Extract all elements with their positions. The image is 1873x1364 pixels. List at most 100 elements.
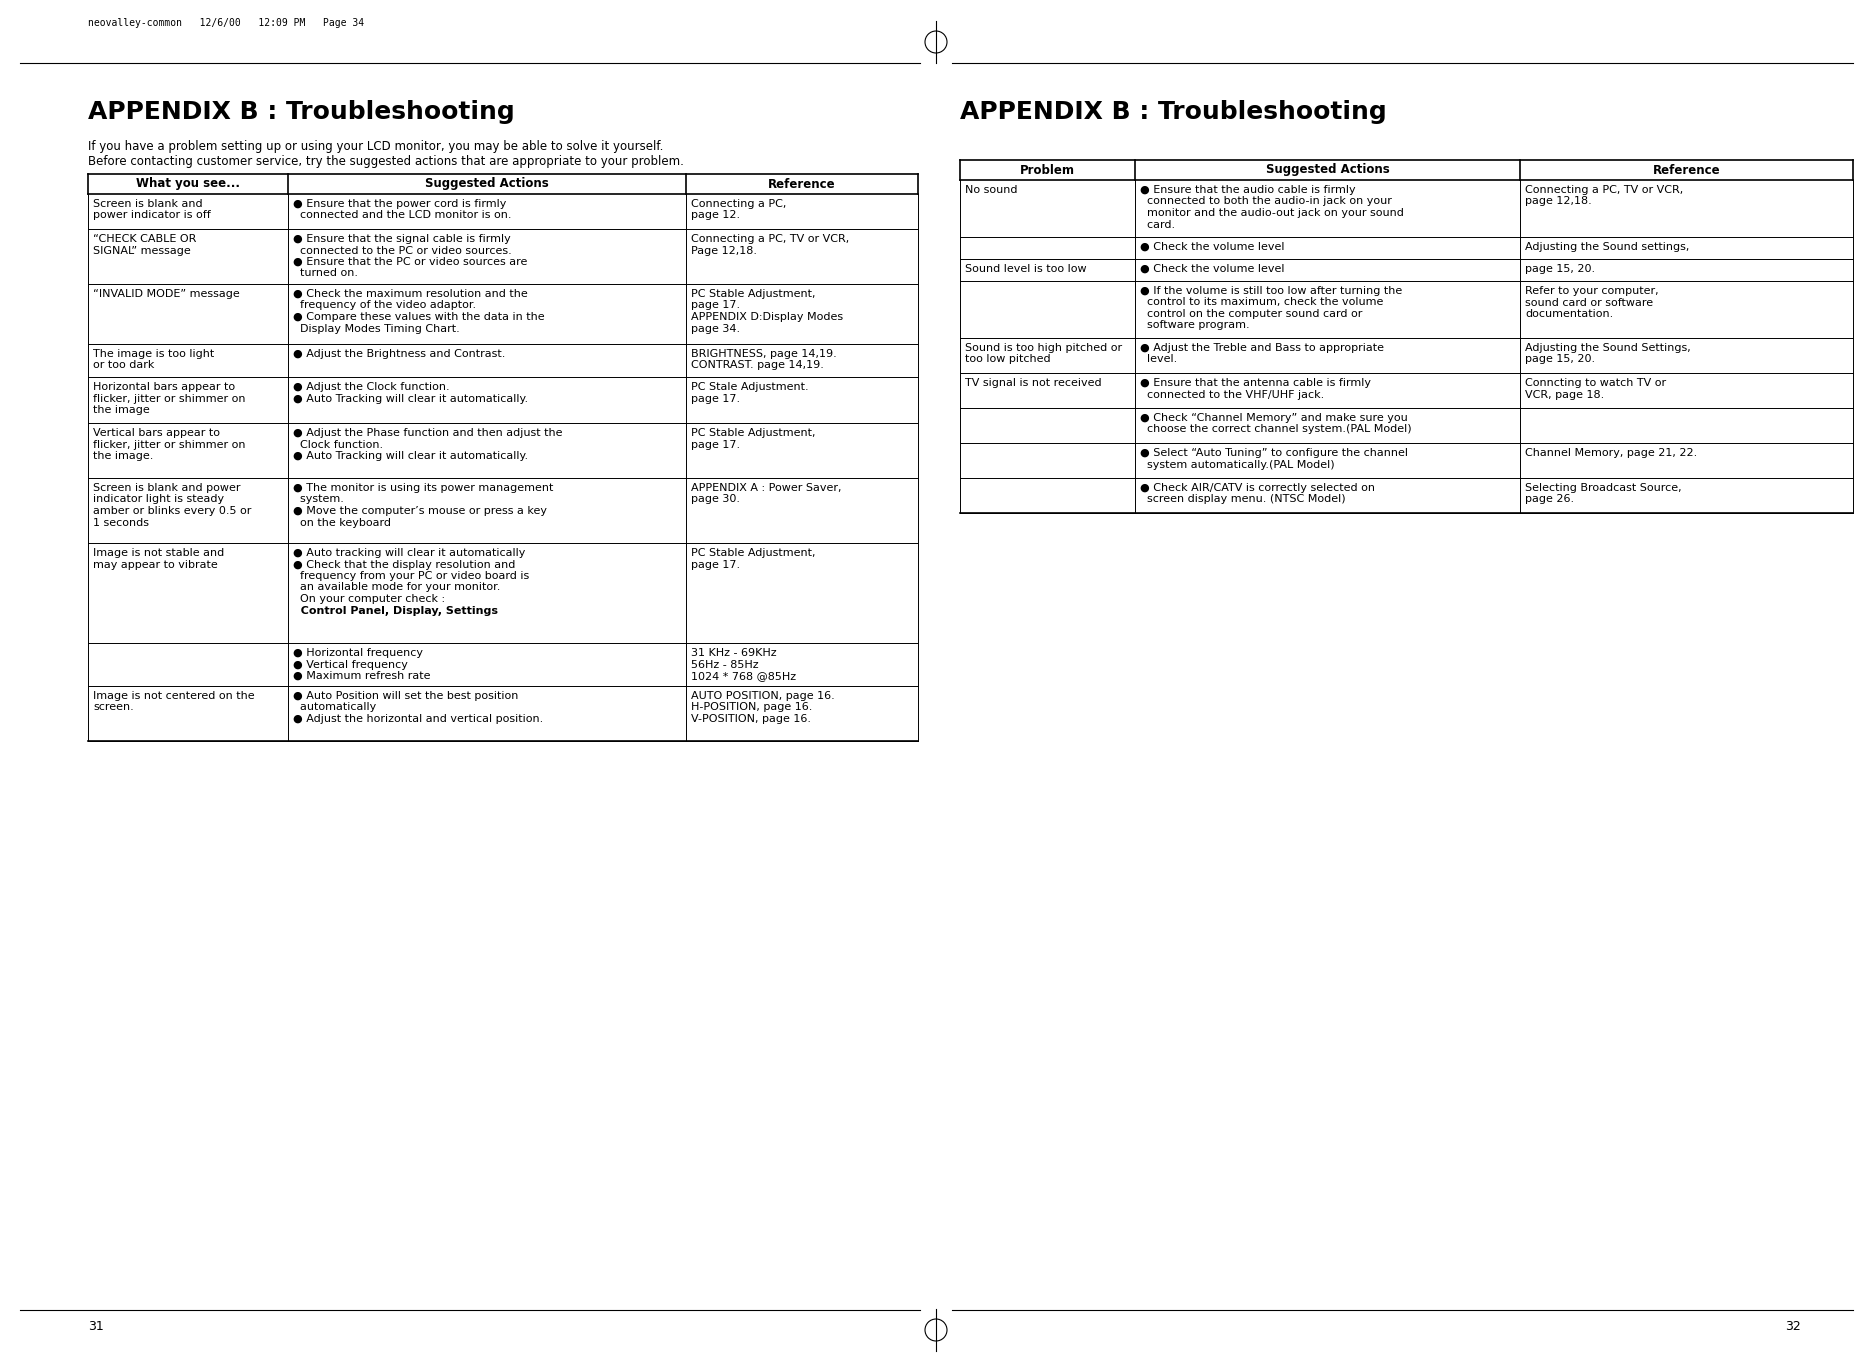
Text: documentation.: documentation. (1525, 310, 1613, 319)
Text: ● Ensure that the power cord is firmly: ● Ensure that the power cord is firmly (292, 199, 506, 209)
Text: connected and the LCD monitor is on.: connected and the LCD monitor is on. (292, 210, 511, 221)
Text: ● Select “Auto Tuning” to configure the channel: ● Select “Auto Tuning” to configure the … (1141, 447, 1408, 458)
Text: ● Check the maximum resolution and the: ● Check the maximum resolution and the (292, 289, 528, 299)
Text: flicker, jitter or shimmer on: flicker, jitter or shimmer on (94, 393, 245, 404)
Text: page 34.: page 34. (691, 323, 740, 334)
Text: ● Ensure that the PC or video sources are: ● Ensure that the PC or video sources ar… (292, 256, 528, 267)
Text: Adjusting the Sound Settings,: Adjusting the Sound Settings, (1525, 342, 1691, 353)
Text: system automatically.(PAL Model): system automatically.(PAL Model) (1141, 460, 1335, 469)
Text: page 12.: page 12. (691, 210, 740, 221)
Text: the image: the image (94, 405, 150, 415)
Text: What you see...: What you see... (137, 177, 240, 191)
Text: Selecting Broadcast Source,: Selecting Broadcast Source, (1525, 483, 1682, 492)
Text: system.: system. (292, 495, 345, 505)
Text: connected to both the audio-in jack on your: connected to both the audio-in jack on y… (1141, 196, 1392, 206)
Text: ● Horizontal frequency: ● Horizontal frequency (292, 648, 423, 657)
Text: APPENDIX A : Power Saver,: APPENDIX A : Power Saver, (691, 483, 841, 492)
Text: No sound: No sound (965, 186, 1017, 195)
Text: ● Ensure that the signal cable is firmly: ● Ensure that the signal cable is firmly (292, 235, 511, 244)
Text: software program.: software program. (1141, 321, 1249, 330)
Text: card.: card. (1141, 220, 1174, 229)
Text: VCR, page 18.: VCR, page 18. (1525, 390, 1605, 400)
Text: page 30.: page 30. (691, 495, 740, 505)
Text: neovalley-common   12/6/00   12:09 PM   Page 34: neovalley-common 12/6/00 12:09 PM Page 3… (88, 18, 363, 29)
Text: APPENDIX D:Display Modes: APPENDIX D:Display Modes (691, 312, 843, 322)
Text: page 26.: page 26. (1525, 495, 1573, 505)
Text: “INVALID MODE” message: “INVALID MODE” message (94, 289, 240, 299)
Text: ● Adjust the horizontal and vertical position.: ● Adjust the horizontal and vertical pos… (292, 713, 543, 724)
Text: Suggested Actions: Suggested Actions (425, 177, 549, 191)
Text: power indicator is off: power indicator is off (94, 210, 212, 221)
Text: ● Auto Position will set the best position: ● Auto Position will set the best positi… (292, 692, 519, 701)
Text: 31: 31 (88, 1320, 103, 1333)
Text: PC Stable Adjustment,: PC Stable Adjustment, (691, 428, 815, 438)
Text: screen display menu. (NTSC Model): screen display menu. (NTSC Model) (1141, 495, 1345, 505)
Text: BRIGHTNESS, page 14,19.: BRIGHTNESS, page 14,19. (691, 349, 837, 359)
Text: control on the computer sound card or: control on the computer sound card or (1141, 310, 1362, 319)
Text: monitor and the audio-out jack on your sound: monitor and the audio-out jack on your s… (1141, 207, 1405, 218)
Text: ● Maximum refresh rate: ● Maximum refresh rate (292, 671, 431, 681)
Text: ● Check AIR/CATV is correctly selected on: ● Check AIR/CATV is correctly selected o… (1141, 483, 1375, 492)
Text: amber or blinks every 0.5 or: amber or blinks every 0.5 or (94, 506, 251, 516)
Text: Connecting a PC, TV or VCR,: Connecting a PC, TV or VCR, (1525, 186, 1684, 195)
Text: automatically: automatically (292, 702, 376, 712)
Text: ● Auto Tracking will clear it automatically.: ● Auto Tracking will clear it automatica… (292, 393, 528, 404)
Text: control to its maximum, check the volume: control to its maximum, check the volume (1141, 297, 1384, 307)
Text: Vertical bars appear to: Vertical bars appear to (94, 428, 219, 438)
Text: PC Stale Adjustment.: PC Stale Adjustment. (691, 382, 809, 391)
Text: Reference: Reference (768, 177, 835, 191)
Text: on the keyboard: on the keyboard (292, 517, 391, 528)
Text: or too dark: or too dark (94, 360, 154, 371)
Text: page 17.: page 17. (691, 559, 740, 570)
Text: page 17.: page 17. (691, 393, 740, 404)
Text: Clock function.: Clock function. (292, 439, 384, 450)
Text: V-POSITION, page 16.: V-POSITION, page 16. (691, 713, 811, 724)
Text: Channel Memory, page 21, 22.: Channel Memory, page 21, 22. (1525, 447, 1697, 458)
Text: Problem: Problem (1021, 164, 1075, 176)
Text: page 15, 20.: page 15, 20. (1525, 265, 1596, 274)
Text: PC Stable Adjustment,: PC Stable Adjustment, (691, 289, 815, 299)
Text: Connecting a PC,: Connecting a PC, (691, 199, 787, 209)
Text: ● Vertical frequency: ● Vertical frequency (292, 660, 408, 670)
Text: AUTO POSITION, page 16.: AUTO POSITION, page 16. (691, 692, 835, 701)
Text: Horizontal bars appear to: Horizontal bars appear to (94, 382, 236, 391)
Text: Conncting to watch TV or: Conncting to watch TV or (1525, 378, 1667, 387)
Text: Connecting a PC, TV or VCR,: Connecting a PC, TV or VCR, (691, 235, 848, 244)
Text: SIGNAL” message: SIGNAL” message (94, 246, 191, 255)
Text: TV signal is not received: TV signal is not received (965, 378, 1101, 387)
Text: “CHECK CABLE OR: “CHECK CABLE OR (94, 235, 197, 244)
Text: Screen is blank and power: Screen is blank and power (94, 483, 240, 492)
Text: page 15, 20.: page 15, 20. (1525, 355, 1596, 364)
Text: Refer to your computer,: Refer to your computer, (1525, 286, 1659, 296)
Text: screen.: screen. (94, 702, 133, 712)
Text: Image is not stable and: Image is not stable and (94, 548, 225, 558)
Text: Display Modes Timing Chart.: Display Modes Timing Chart. (292, 323, 459, 334)
Text: indicator light is steady: indicator light is steady (94, 495, 225, 505)
Text: sound card or software: sound card or software (1525, 297, 1654, 307)
Text: ● Adjust the Treble and Bass to appropriate: ● Adjust the Treble and Bass to appropri… (1141, 342, 1384, 353)
Text: 1 seconds: 1 seconds (94, 517, 150, 528)
Text: frequency of the video adaptor.: frequency of the video adaptor. (292, 300, 476, 311)
Text: CONTRAST. page 14,19.: CONTRAST. page 14,19. (691, 360, 824, 371)
Text: Control Panel, Display, Settings: Control Panel, Display, Settings (292, 606, 498, 615)
Text: page 17.: page 17. (691, 300, 740, 311)
Text: ● Check the volume level: ● Check the volume level (1141, 241, 1285, 252)
Text: Adjusting the Sound settings,: Adjusting the Sound settings, (1525, 241, 1689, 252)
Text: The image is too light: The image is too light (94, 349, 214, 359)
Text: ● Ensure that the audio cable is firmly: ● Ensure that the audio cable is firmly (1141, 186, 1356, 195)
Text: 32: 32 (1785, 1320, 1800, 1333)
Text: ● Ensure that the antenna cable is firmly: ● Ensure that the antenna cable is firml… (1141, 378, 1371, 387)
Text: Page 12,18.: Page 12,18. (691, 246, 757, 255)
Text: page 12,18.: page 12,18. (1525, 196, 1592, 206)
Text: ● Check that the display resolution and: ● Check that the display resolution and (292, 559, 515, 570)
Text: ● Compare these values with the data in the: ● Compare these values with the data in … (292, 312, 545, 322)
Text: If you have a problem setting up or using your LCD monitor, you may be able to s: If you have a problem setting up or usin… (88, 140, 663, 153)
Text: ● Auto Tracking will clear it automatically.: ● Auto Tracking will clear it automatica… (292, 451, 528, 461)
Text: frequency from your PC or video board is: frequency from your PC or video board is (292, 572, 530, 581)
Text: 31 KHz - 69KHz: 31 KHz - 69KHz (691, 648, 777, 657)
Text: ● If the volume is still too low after turning the: ● If the volume is still too low after t… (1141, 286, 1403, 296)
Text: choose the correct channel system.(PAL Model): choose the correct channel system.(PAL M… (1141, 424, 1412, 435)
Text: ● The monitor is using its power management: ● The monitor is using its power managem… (292, 483, 553, 492)
Text: may appear to vibrate: may appear to vibrate (94, 559, 217, 570)
Text: PC Stable Adjustment,: PC Stable Adjustment, (691, 548, 815, 558)
